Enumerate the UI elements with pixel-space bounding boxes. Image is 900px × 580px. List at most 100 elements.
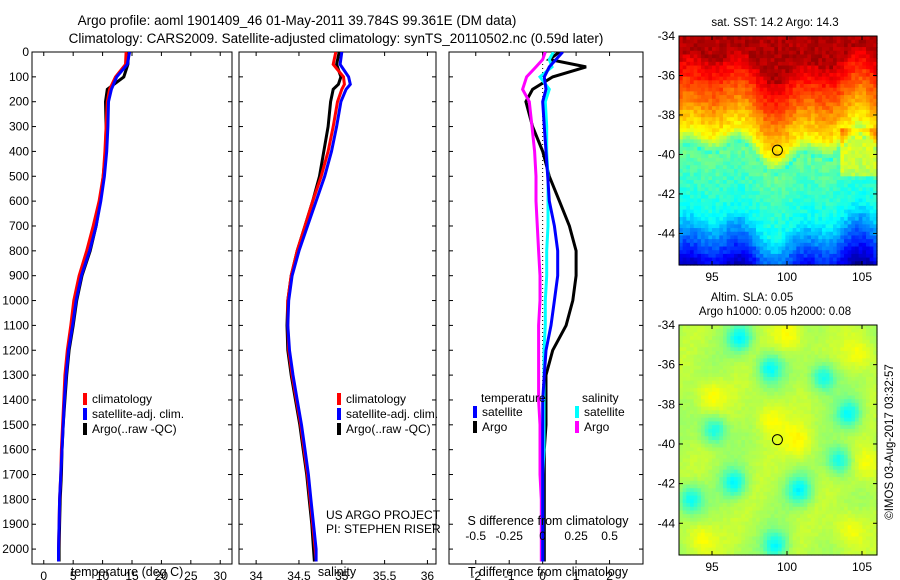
map-cell xyxy=(715,76,720,81)
map-cell xyxy=(840,180,845,185)
map-cell xyxy=(701,228,706,233)
map-cell xyxy=(701,191,706,196)
map-cell xyxy=(701,414,706,419)
map-cell xyxy=(770,376,775,382)
map-cell xyxy=(800,47,805,52)
map-cell xyxy=(789,395,794,400)
map-cell xyxy=(800,76,805,81)
map-cell xyxy=(734,154,739,159)
map-cell xyxy=(866,250,871,255)
map-cell xyxy=(701,410,706,415)
map-cell xyxy=(697,384,702,389)
map-cell xyxy=(829,117,834,122)
map-cell xyxy=(785,39,790,44)
map-cell xyxy=(796,376,801,382)
map-cell xyxy=(697,253,702,259)
map-cell xyxy=(748,339,753,345)
map-cell xyxy=(704,253,709,259)
map-cell xyxy=(825,328,830,334)
map-cell xyxy=(763,172,768,177)
map-cell xyxy=(679,172,684,177)
map-cell xyxy=(774,380,779,385)
map-cell xyxy=(869,384,874,389)
map-cell xyxy=(712,135,717,141)
map-cell xyxy=(763,325,768,330)
sst-map-panel: sat. SST: 14.2 Argo: 14.3 95 100 105-34-36… xyxy=(658,17,878,284)
map-cell xyxy=(693,402,698,408)
map-cell xyxy=(811,157,816,163)
map-cell xyxy=(693,128,698,133)
map-cell xyxy=(745,205,750,211)
map-cell xyxy=(792,343,797,348)
map-cell xyxy=(851,402,856,408)
map-cell xyxy=(836,410,841,415)
map-cell xyxy=(785,410,790,415)
map-cell xyxy=(840,61,845,67)
map-cell xyxy=(774,399,779,404)
map-cell xyxy=(770,213,775,218)
map-cell xyxy=(708,194,713,200)
map-cell xyxy=(829,213,834,218)
map-cell xyxy=(847,69,852,74)
map-cell xyxy=(829,242,834,248)
map-cell xyxy=(686,61,691,67)
map-cell xyxy=(833,235,838,240)
map-cell xyxy=(792,61,797,67)
map-cell xyxy=(869,39,874,44)
map-cell xyxy=(712,325,717,330)
map-cell xyxy=(723,216,728,222)
map-cell xyxy=(770,373,775,378)
map-cell xyxy=(866,205,871,211)
map-cell xyxy=(708,365,713,371)
map-cell xyxy=(873,246,878,251)
map-cell xyxy=(778,239,783,244)
map-cell xyxy=(723,239,728,244)
map-cell xyxy=(796,358,801,363)
map-cell xyxy=(748,250,753,255)
map-cell xyxy=(825,332,830,337)
map-cell xyxy=(869,113,874,118)
map-cell xyxy=(737,168,742,174)
map-cell xyxy=(866,58,871,63)
map-cell xyxy=(734,191,739,196)
map-cell xyxy=(759,347,764,352)
map-cell xyxy=(697,47,702,52)
map-cell xyxy=(741,402,746,408)
map-cell xyxy=(836,120,841,126)
map-cell xyxy=(737,183,742,189)
map-cell xyxy=(778,399,783,404)
map-cell xyxy=(756,128,761,133)
map-cell xyxy=(682,376,687,382)
map-cell xyxy=(763,120,768,126)
map-cell xyxy=(752,183,757,189)
map-cell xyxy=(726,98,731,104)
map-cell xyxy=(697,414,702,419)
map-cell xyxy=(829,410,834,415)
map-cell xyxy=(752,402,757,408)
map-cell xyxy=(748,216,753,222)
map-cell xyxy=(840,191,845,196)
map-cell xyxy=(862,328,867,334)
map-cell xyxy=(704,80,709,85)
map-cell xyxy=(800,43,805,48)
map-cell xyxy=(866,406,871,411)
map-cell xyxy=(752,198,757,203)
map-cell xyxy=(844,187,849,192)
map-cell xyxy=(756,157,761,163)
map-cell xyxy=(679,69,684,74)
map-cell xyxy=(836,246,841,251)
map-cell xyxy=(726,157,731,163)
map-cell xyxy=(708,205,713,211)
map-cell xyxy=(756,65,761,70)
map-cell xyxy=(701,143,706,148)
map-cell xyxy=(719,143,724,148)
map-cell xyxy=(811,154,816,159)
map-cell xyxy=(726,124,731,129)
map-cell xyxy=(862,216,867,222)
map-cell xyxy=(781,242,786,248)
map-cell xyxy=(855,328,860,334)
map-cell xyxy=(708,61,713,67)
map-cell xyxy=(807,328,812,334)
map-cell xyxy=(862,369,867,374)
map-cell xyxy=(774,135,779,141)
